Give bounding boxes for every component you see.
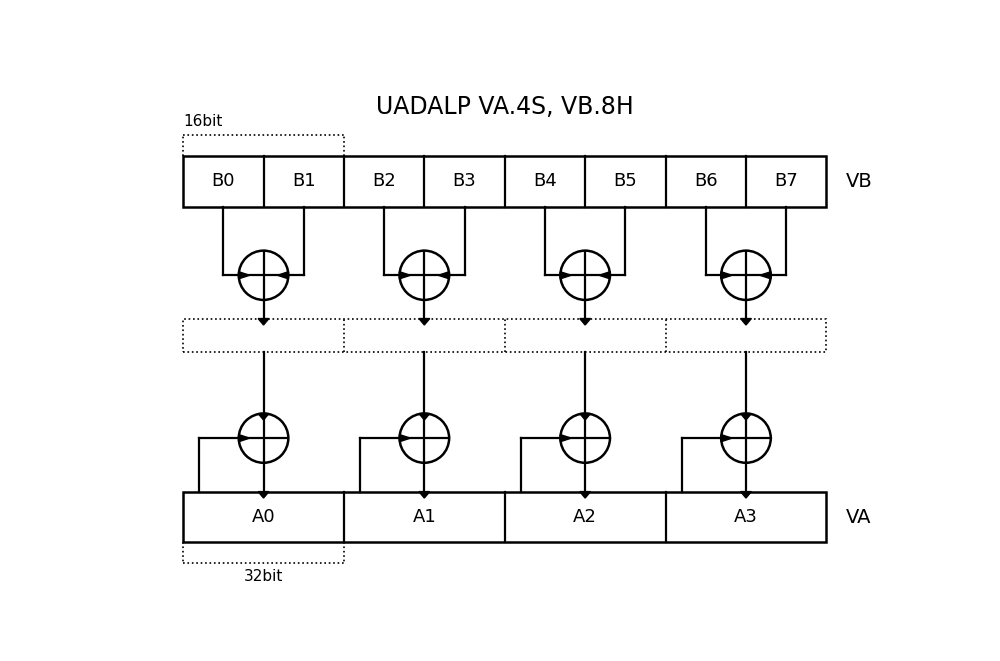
Polygon shape [277,272,288,279]
Text: B6: B6 [694,172,718,190]
Polygon shape [419,492,430,498]
Text: B7: B7 [774,172,798,190]
Text: B2: B2 [372,172,396,190]
Polygon shape [721,272,732,279]
Text: B4: B4 [533,172,557,190]
Text: B3: B3 [453,172,476,190]
Text: B0: B0 [212,172,235,190]
Text: B1: B1 [292,172,316,190]
Text: 16bit: 16bit [183,114,222,129]
Text: VA: VA [846,508,871,527]
Polygon shape [580,414,591,420]
Polygon shape [741,414,751,420]
Polygon shape [560,434,571,442]
Polygon shape [258,492,269,498]
Bar [183,492,826,543]
Text: A3: A3 [734,508,758,526]
Polygon shape [419,319,430,325]
Polygon shape [560,272,571,279]
Text: A0: A0 [252,508,275,526]
Polygon shape [419,414,430,420]
Polygon shape [438,272,449,279]
Polygon shape [258,319,269,325]
Polygon shape [599,272,610,279]
Polygon shape [258,414,269,420]
Text: B5: B5 [613,172,637,190]
Text: A2: A2 [573,508,597,526]
Polygon shape [239,272,250,279]
Polygon shape [239,434,250,442]
Text: A1: A1 [412,508,436,526]
Polygon shape [741,492,751,498]
Polygon shape [721,434,732,442]
Polygon shape [741,319,751,325]
Polygon shape [580,319,591,325]
Text: UADALP VA.4S, VB.8H: UADALP VA.4S, VB.8H [376,95,634,120]
Polygon shape [400,272,410,279]
Polygon shape [760,272,771,279]
Bar [183,156,826,207]
Text: 32bit: 32bit [244,569,283,584]
Polygon shape [400,434,410,442]
Text: VB: VB [846,172,872,190]
Bar [183,319,826,352]
Polygon shape [580,492,591,498]
